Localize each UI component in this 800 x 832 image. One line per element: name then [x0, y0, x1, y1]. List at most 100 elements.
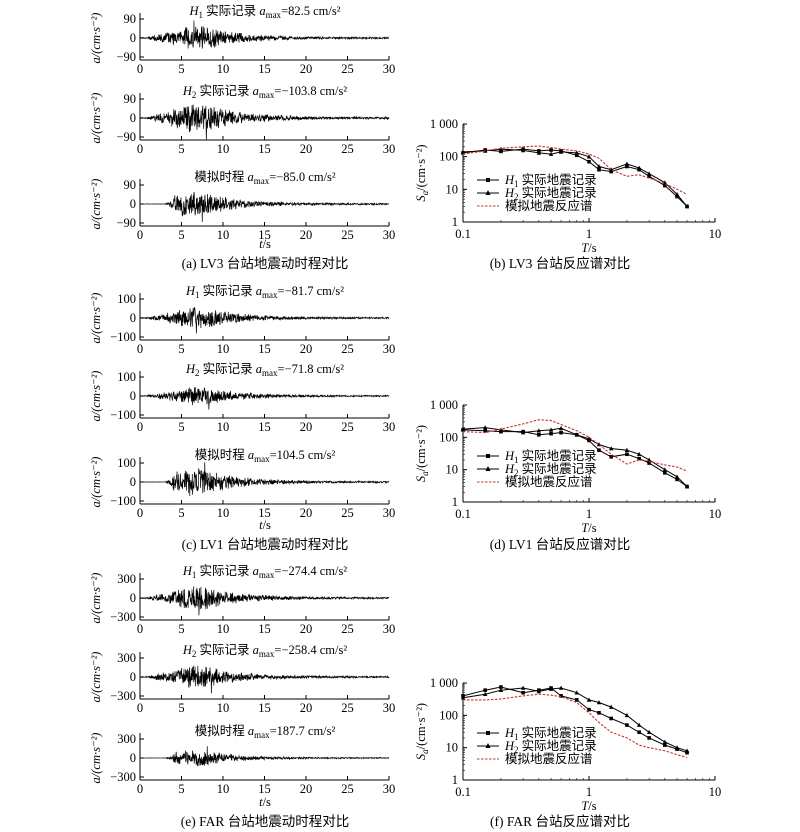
spec-point-s0-1-0: [460, 149, 466, 154]
trace-annotation-p2-t0: H1 实际记录 amax=−274.4 cm/s²: [182, 563, 348, 580]
spec-point-s2-1-7: [574, 690, 579, 695]
time-xtick-label-p2-t1-3: 15: [258, 701, 271, 715]
spec-ytick-label-s2-0: 1 000: [430, 676, 458, 690]
legend-label-s0-2: 模拟地震反应谱: [505, 198, 593, 213]
spec-point-s0-0-5: [549, 148, 553, 152]
time-xlabel-1: t/s: [259, 518, 271, 532]
time-xtick-label-p0-t1-4: 20: [300, 142, 313, 156]
time-xtick-label-p0-t0-2: 10: [217, 62, 230, 76]
data-layer: [139, 20, 690, 767]
time-xtick-label-p1-t2-4: 20: [300, 506, 313, 520]
time-xtick-label-p0-t1-5: 25: [341, 142, 354, 156]
time-xtick-label-p0-t0-6: 30: [383, 62, 396, 76]
spec-ytick-label-s2-1: 100: [439, 708, 458, 722]
spec-point-s2-0-1: [483, 688, 487, 692]
time-xtick-label-p2-t2-6: 30: [383, 782, 396, 796]
time-ytick-label-p2-t2-0: 300: [117, 732, 136, 746]
spec-point-s0-1-3: [520, 148, 526, 153]
spec-point-s2-0-14: [663, 743, 667, 747]
waveform-p2-t0: [139, 586, 390, 616]
time-xtick-label-p2-t0-6: 30: [383, 622, 396, 636]
spec-point-s0-0-2: [499, 149, 503, 154]
time-xtick-label-p1-t0-2: 10: [217, 342, 230, 356]
spec-point-s1-1-5: [548, 427, 554, 432]
spec-xtick-label-s2-1: 1: [586, 785, 592, 799]
spec-ylabel-s0: Sa/(cm·s⁻²): [414, 144, 430, 201]
time-ylabel-p2-t1: a/(cm·s⁻²): [89, 652, 103, 703]
time-xtick-label-p2-t0-3: 15: [258, 622, 271, 636]
time-xtick-label-p0-t1-1: 5: [178, 142, 184, 156]
time-xtick-label-p1-t1-1: 5: [178, 420, 184, 434]
time-ytick-label-p1-t0-1: 0: [130, 311, 136, 325]
spec-point-s0-1-12: [636, 165, 642, 170]
time-ytick-label-p0-t0-1: 0: [130, 31, 136, 45]
time-xtick-label-p0-t0-4: 20: [300, 62, 313, 76]
spec-point-s0-0-11: [625, 164, 629, 169]
spec-point-s2-0-8: [587, 707, 591, 712]
time-xtick-label-p2-t2-3: 15: [258, 782, 271, 796]
time-xtick-label-p2-t1-1: 5: [178, 701, 184, 715]
spec-xtick-label-s0-1: 1: [586, 227, 592, 241]
time-xtick-label-p1-t2-5: 25: [341, 506, 354, 520]
time-xtick-label-p0-t1-6: 30: [383, 142, 396, 156]
text-layer: 900−900 5 10 15 20 25 30a/(cm·s⁻²)H1 实际记录 amax…: [89, 3, 721, 829]
spec-point-s0-0-13: [647, 174, 651, 179]
time-xtick-label-p0-t1-3: 15: [258, 142, 271, 156]
legend-label-s1-0: H1 实际地震记录: [504, 448, 597, 465]
time-ytick-label-p2-t0-1: 0: [130, 591, 136, 605]
spec-point-s0-0-7: [574, 153, 579, 158]
time-ytick-label-p0-t0-2: −90: [116, 50, 136, 64]
time-xtick-label-p2-t1-4: 20: [300, 701, 313, 715]
time-xtick-label-p2-t0-2: 10: [217, 622, 230, 636]
spec-xlabel-s0: T/s: [581, 241, 596, 255]
time-xlabel-0: t/s: [259, 237, 271, 251]
time-xtick-label-p0-t2-5: 25: [341, 228, 354, 242]
time-xtick-label-p2-t2-4: 20: [300, 782, 313, 796]
legend-label-s0-1: H2 实际地震记录: [504, 185, 597, 202]
spec-xtick-label-s0-0: 0.1: [455, 227, 471, 241]
spec-point-s1-1-3: [520, 430, 526, 435]
spec-point-s2-1-12: [636, 722, 642, 727]
spec-point-s2-1-3: [520, 685, 526, 690]
time-xtick-label-p0-t2-0: 0: [137, 228, 143, 242]
time-xtick-label-p1-t0-3: 15: [258, 342, 271, 356]
spec-point-s1-1-4: [536, 428, 542, 433]
spec-ytick-label-s1-0: 1 000: [430, 398, 458, 412]
legend-marker-s2-0: [486, 731, 490, 735]
time-xtick-label-p2-t1-6: 30: [383, 701, 396, 715]
time-xtick-label-p1-t0-0: 0: [137, 342, 143, 356]
time-xtick-label-p0-t2-3: 15: [258, 228, 271, 242]
spec-point-s2-0-9: [597, 710, 601, 715]
spec-ytick-label-s0-1: 100: [439, 150, 458, 164]
spec-point-s1-0-1: [483, 428, 487, 433]
trace-annotation-p2-t2: 模拟时程 amax=187.7 cm/s²: [195, 723, 336, 740]
time-xtick-label-p1-t0-5: 25: [341, 342, 354, 356]
spec-point-s2-1-11: [624, 712, 630, 718]
time-xtick-label-p2-t1-5: 25: [341, 701, 354, 715]
spec-point-s1-1-13: [646, 457, 652, 462]
trace-annotation-p1-t2: 模拟时程 amax=104.5 cm/s²: [195, 447, 336, 464]
spec-point-s1-0-12: [637, 456, 641, 461]
spec-ytick-label-s0-3: 1: [452, 215, 458, 229]
trace-annotation-p0-t2: 模拟时程 amax=−85.0 cm/s²: [194, 169, 336, 186]
spec-ylabel-s2: Sa/(cm·s⁻²): [414, 703, 430, 760]
time-xtick-label-p0-t2-6: 30: [383, 228, 396, 242]
spec-point-s2-1-6: [558, 685, 564, 690]
time-ylabel-p0-t2: a/(cm·s⁻²): [89, 179, 103, 230]
spec-series-s2-2: [463, 693, 688, 758]
time-xlabel-2: t/s: [259, 795, 271, 809]
time-xtick-label-p2-t1-0: 0: [137, 701, 143, 715]
time-xtick-label-p2-t2-2: 10: [217, 782, 230, 796]
waveform-p2-t2: [139, 746, 390, 767]
spec-point-s0-1-7: [574, 150, 579, 155]
waveform-p1-t1: [139, 387, 390, 410]
spec-point-s0-1-8: [586, 154, 592, 159]
legend-marker-s1-1: [485, 466, 491, 471]
time-xtick-label-p1-t1-2: 10: [217, 420, 230, 434]
time-ytick-label-p1-t2-2: −100: [110, 494, 136, 508]
spec-point-s1-1-16: [684, 484, 690, 489]
time-ytick-label-p2-t2-1: 0: [130, 751, 136, 765]
spec-point-s1-0-4: [537, 432, 541, 437]
spec-point-s2-0-11: [625, 723, 629, 727]
time-xtick-label-p1-t2-0: 0: [137, 506, 143, 520]
